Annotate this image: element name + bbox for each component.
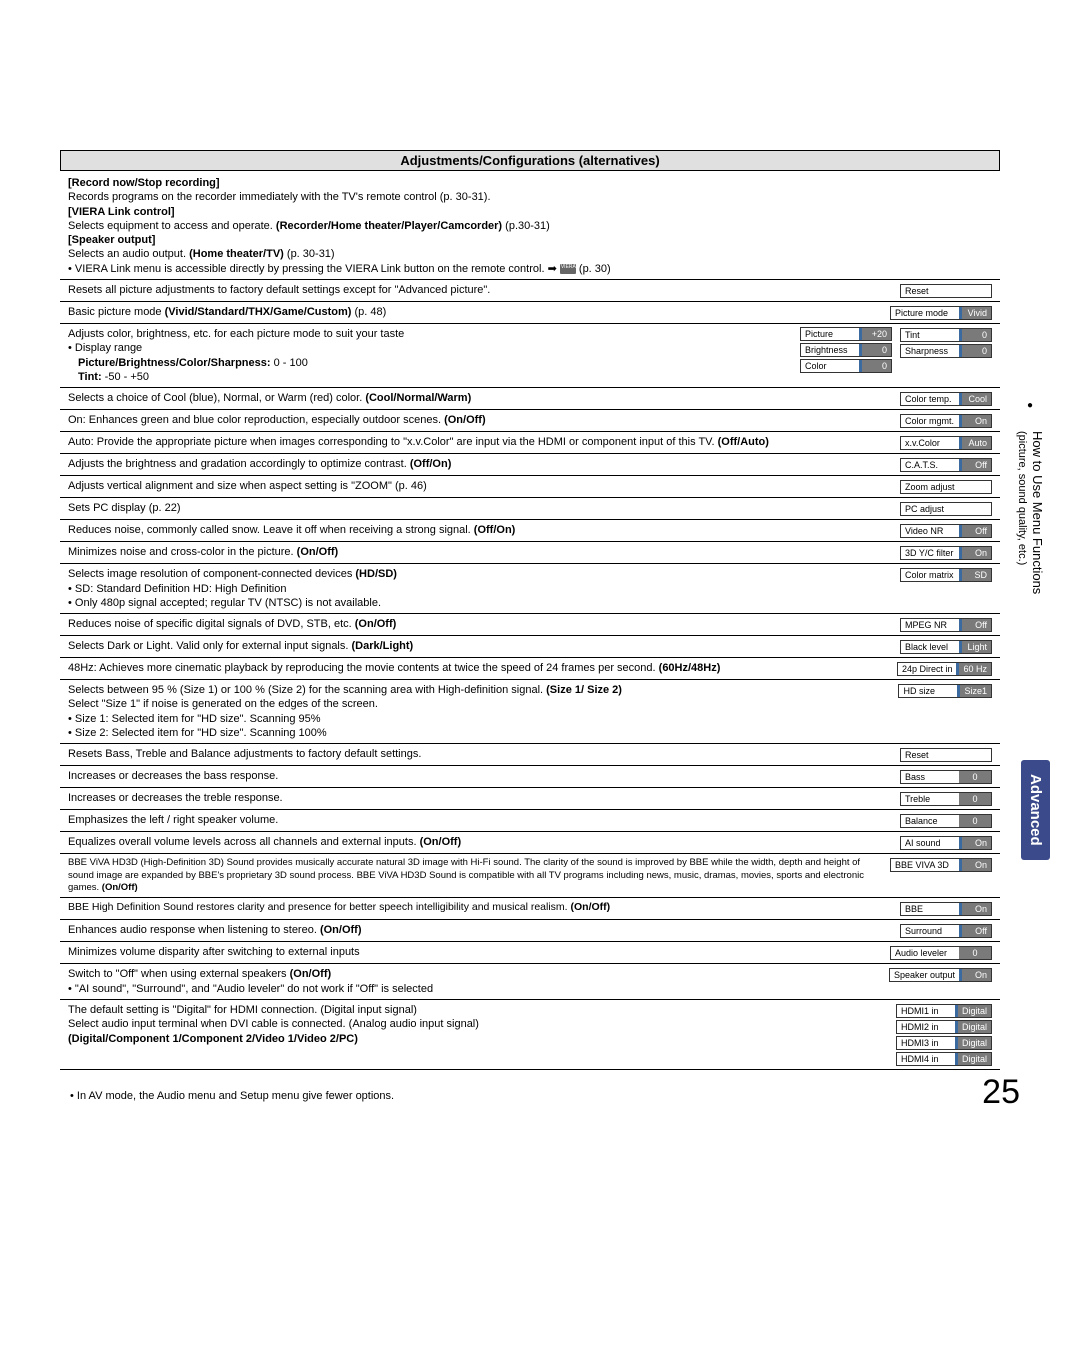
bullet-icon: ●	[1025, 400, 1036, 411]
viera-link-section: [Record now/Stop recording] Records prog…	[60, 173, 1000, 280]
page-number: 25	[982, 1073, 1020, 1112]
yc-filter-row: Minimizes noise and cross-color in the p…	[60, 542, 1000, 564]
bbe-viva-control[interactable]: BBE VIVA 3DOn	[890, 858, 992, 872]
zoom-adjust-control[interactable]: Zoom adjust	[900, 480, 992, 494]
black-level-control[interactable]: Black levelLight	[900, 640, 992, 654]
color-temp-control[interactable]: Color temp.Cool	[900, 392, 992, 406]
cats-row: Adjusts the brightness and gradation acc…	[60, 454, 1000, 476]
color-slider[interactable]: Color0	[800, 359, 892, 373]
sharpness-slider[interactable]: Sharpness0	[900, 344, 992, 358]
footnote: In AV mode, the Audio menu and Setup men…	[60, 1090, 1000, 1102]
cats-control[interactable]: C.A.T.S.Off	[900, 458, 992, 472]
mpeg-nr-control[interactable]: MPEG NROff	[900, 618, 992, 632]
brightness-slider[interactable]: Brightness0	[800, 343, 892, 357]
24p-direct-row: 48Hz: Achieves more cinematic playback b…	[60, 658, 1000, 680]
bbe-row: BBE High Definition Sound restores clari…	[60, 898, 1000, 920]
bbe-control[interactable]: BBEOn	[900, 902, 992, 916]
yc-filter-control[interactable]: 3D Y/C filterOn	[900, 546, 992, 560]
surround-control[interactable]: SurroundOff	[900, 924, 992, 938]
surround-row: Enhances audio response when listening t…	[60, 920, 1000, 942]
xvcolor-control[interactable]: x.v.ColorAuto	[900, 436, 992, 450]
section-header: Adjustments/Configurations (alternatives…	[60, 150, 1000, 171]
bbe-viva-row: BBE ViVA HD3D (High-Definition 3D) Sound…	[60, 854, 1000, 898]
audio-leveler-row: Minimizes volume disparity after switchi…	[60, 942, 1000, 964]
viera-control-title: [VIERA Link control]	[68, 205, 986, 219]
pc-row: Sets PC display (p. 22) PC adjust	[60, 498, 1000, 520]
viera-link-icon	[560, 264, 576, 274]
hd-size-row: Selects between 95 % (Size 1) or 100 % (…	[60, 680, 1000, 744]
hdmi1-control[interactable]: HDMI1 inDigital	[896, 1004, 992, 1018]
reset-sound-control[interactable]: Reset	[900, 748, 992, 762]
viera-control-text: Selects equipment to access and operate.…	[68, 219, 986, 233]
speaker-output-control[interactable]: Speaker outputOn	[889, 968, 992, 982]
record-now-text: Records programs on the recorder immedia…	[68, 190, 986, 204]
video-nr-control[interactable]: Video NROff	[900, 524, 992, 538]
black-level-row: Selects Dark or Light. Valid only for ex…	[60, 636, 1000, 658]
color-matrix-row: Selects image resolution of component-co…	[60, 564, 1000, 614]
color-mgmt-row: On: Enhances green and blue color reprod…	[60, 410, 1000, 432]
zoom-row: Adjusts vertical alignment and size when…	[60, 476, 1000, 498]
picture-mode-control[interactable]: Picture modeVivid	[890, 306, 992, 320]
hdmi3-control[interactable]: HDMI3 inDigital	[896, 1036, 992, 1050]
treble-control[interactable]: Treble0	[900, 792, 992, 806]
tint-slider[interactable]: Tint0	[900, 328, 992, 342]
hd-size-control[interactable]: HD sizeSize1	[898, 684, 992, 698]
reset-sound-row: Resets Bass, Treble and Balance adjustme…	[60, 744, 1000, 766]
color-mgmt-control[interactable]: Color mgmt.On	[900, 414, 992, 428]
manual-page: Adjustments/Configurations (alternatives…	[0, 0, 1080, 1142]
reset-picture-row: Resets all picture adjustments to factor…	[60, 280, 1000, 302]
video-nr-row: Reduces noise, commonly called snow. Lea…	[60, 520, 1000, 542]
treble-row: Increases or decreases the treble respon…	[60, 788, 1000, 810]
picture-adjust-row: Adjusts color, brightness, etc. for each…	[60, 324, 1000, 388]
side-caption: ● How to Use Menu Functions (picture, so…	[1015, 400, 1045, 594]
24p-direct-control[interactable]: 24p Direct in60 Hz	[897, 662, 992, 676]
speaker-output-row: Switch to "Off" when using external spea…	[60, 964, 1000, 1000]
ai-sound-control[interactable]: AI soundOn	[900, 836, 992, 850]
bass-control[interactable]: Bass0	[900, 770, 992, 784]
hdmi2-control[interactable]: HDMI2 inDigital	[896, 1020, 992, 1034]
picture-slider[interactable]: Picture+20	[800, 327, 892, 341]
color-matrix-control[interactable]: Color matrixSD	[900, 568, 992, 582]
audio-leveler-control[interactable]: Audio leveler0	[890, 946, 992, 960]
hdmi-in-row: The default setting is "Digital" for HDM…	[60, 1000, 1000, 1070]
advanced-badge: Advanced	[1021, 760, 1050, 860]
record-now-title: [Record now/Stop recording]	[68, 176, 986, 190]
mpeg-nr-row: Reduces noise of specific digital signal…	[60, 614, 1000, 636]
color-temp-row: Selects a choice of Cool (blue), Normal,…	[60, 388, 1000, 410]
bass-row: Increases or decreases the bass response…	[60, 766, 1000, 788]
pc-adjust-control[interactable]: PC adjust	[900, 502, 992, 516]
balance-row: Emphasizes the left / right speaker volu…	[60, 810, 1000, 832]
viera-remote-note: VIERA Link menu is accessible directly b…	[68, 262, 986, 276]
picture-mode-row: Basic picture mode (Vivid/Standard/THX/G…	[60, 302, 1000, 324]
speaker-output-text: Selects an audio output. (Home theater/T…	[68, 247, 986, 261]
speaker-output-title: [Speaker output]	[68, 233, 986, 247]
ai-sound-row: Equalizes overall volume levels across a…	[60, 832, 1000, 854]
hdmi4-control[interactable]: HDMI4 inDigital	[896, 1052, 992, 1066]
reset-picture-control[interactable]: Reset	[900, 284, 992, 298]
balance-control[interactable]: Balance0	[900, 814, 992, 828]
xvcolor-row: Auto: Provide the appropriate picture wh…	[60, 432, 1000, 454]
